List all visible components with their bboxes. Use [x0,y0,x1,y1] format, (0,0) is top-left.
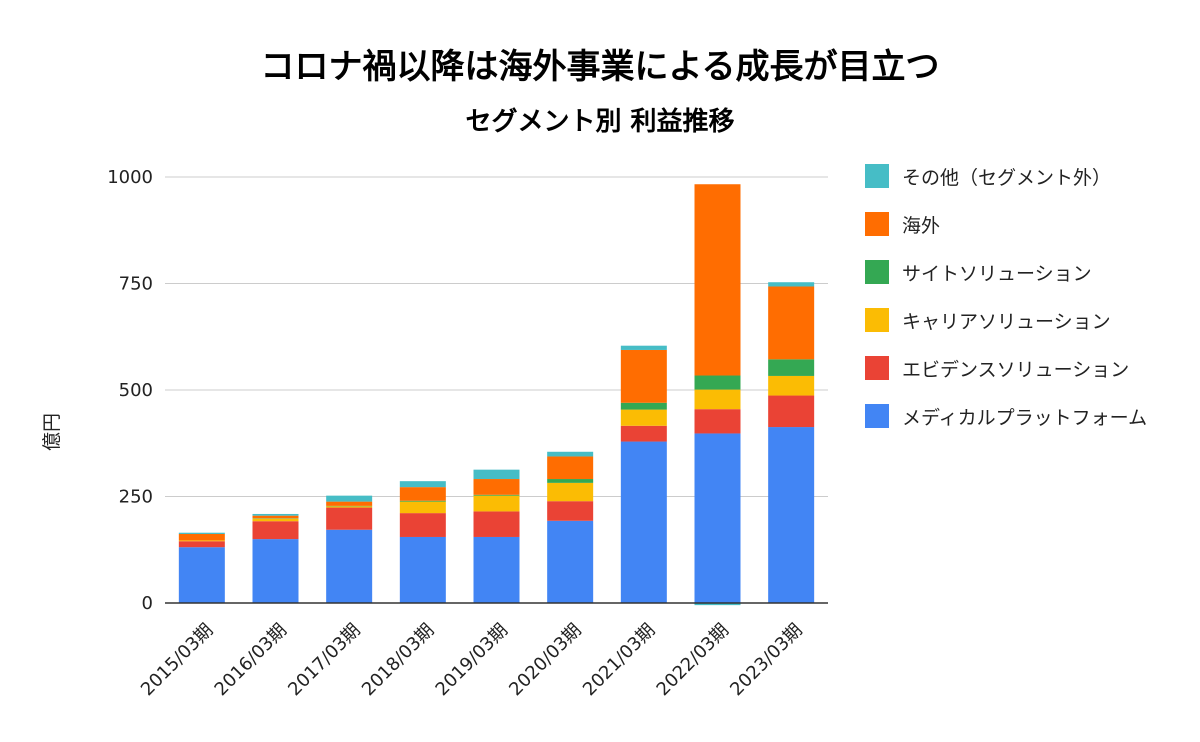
bar-segment [178,540,225,542]
x-tick-label: 2018/03期 [358,620,438,700]
legend-swatch [865,308,889,332]
legend-label: キャリアソリューション [902,311,1111,333]
bar-segment [694,433,741,603]
chart-subtitle: セグメント別 利益推移 [465,107,734,137]
bar-segment [768,375,815,396]
y-ticks: 0 250 500 750 1000 [107,167,153,614]
bar-segment [694,409,741,434]
bar-segment [694,389,741,410]
bar-segment [473,479,520,495]
x-tick-label: 2015/03期 [137,620,217,700]
x-tick-label: 2017/03期 [284,620,364,700]
x-tick-label: 2023/03期 [726,620,806,700]
bars [178,184,815,606]
legend: その他（セグメント外） 海外サイトソリューションキャリアソリューションエビデンスソ… [865,164,1147,429]
bar-segment [620,425,667,442]
bar-segment [694,603,741,606]
y-tick-label: 500 [119,380,153,401]
bar-segment [768,282,815,287]
legend-swatch [865,356,889,380]
bar-segment [178,541,225,548]
legend-label: その他（セグメント外） [902,167,1111,189]
bar-segment [399,513,446,537]
y-axis-label: 億円 [41,413,63,451]
legend-swatch [865,212,889,236]
bar-segment [326,501,373,506]
x-tick-label: 2021/03期 [579,620,659,700]
legend-label: メディカルプラットフォーム [902,407,1147,429]
bar-segment [178,533,225,541]
bar-segment [473,536,520,603]
chart-title: コロナ禍以降は海外事業による成長が目立つ [261,47,940,87]
bar-segment [178,547,225,603]
bar-segment [473,469,520,480]
bar-segment [768,359,815,376]
legend-swatch [865,164,889,188]
bar-segment [399,487,446,501]
bar-segment [252,513,299,516]
x-tick-label: 2022/03期 [653,620,733,700]
x-ticks: 2015/03期2016/03期2017/03期2018/03期2019/03期… [137,620,807,700]
bar-segment [326,506,373,508]
legend-label: サイトソリューション [902,263,1092,285]
bar-segment [252,518,299,522]
bar-segment [620,441,667,603]
bar-segment [473,511,520,537]
y-tick-label: 1000 [107,167,153,188]
bar-segment [547,520,594,603]
legend-swatch [865,404,889,428]
bar-segment [178,532,225,534]
bar-segment [399,481,446,488]
x-tick-label: 2019/03期 [432,620,512,700]
bar-segment [252,539,299,603]
y-tick-label: 0 [142,593,153,614]
bar-segment [326,507,373,530]
x-tick-label: 2016/03期 [211,620,291,700]
bar-segment [694,375,741,390]
bar-segment [473,495,520,512]
bar-segment [768,427,815,603]
bar-segment [473,494,520,496]
y-tick-label: 250 [119,487,153,508]
bar-segment [620,349,667,403]
bar-segment [547,456,594,480]
bar-segment [694,184,741,376]
bar-segment [547,501,594,521]
bar-segment [620,345,667,350]
bar-segment [768,395,815,428]
bar-segment [547,451,594,457]
y-tick-label: 750 [119,274,153,295]
x-tick-label: 2020/03期 [505,620,585,700]
bar-segment [326,529,373,603]
legend-label: エビデンスソリューション [902,359,1129,381]
bar-segment [620,402,667,410]
bar-segment [768,286,815,360]
legend-label: 海外 [902,215,940,237]
bar-segment [326,495,373,502]
bar-segment [399,500,446,502]
bar-segment [399,501,446,514]
bar-segment [252,521,299,540]
bar-segment [547,479,594,483]
legend-swatch [865,260,889,284]
bar-segment [252,515,299,519]
bar-segment [547,482,594,502]
bar-segment [399,536,446,603]
bar-segment [620,409,667,426]
